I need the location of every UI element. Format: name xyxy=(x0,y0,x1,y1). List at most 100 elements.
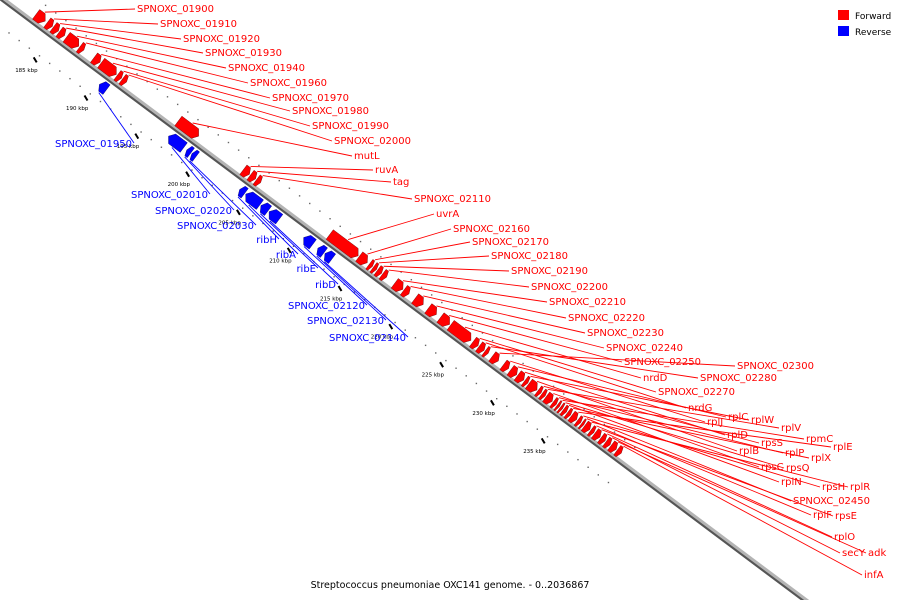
scale-label: 230 kbp xyxy=(472,411,495,417)
forward-gene-feature xyxy=(577,418,587,430)
minor-tick-dot xyxy=(298,195,301,197)
forward-gene-label: rplN xyxy=(781,477,802,488)
scale-tick xyxy=(388,323,394,330)
reverse-gene-label: ribE xyxy=(296,264,316,275)
forward-leader-line xyxy=(607,433,833,538)
minor-tick-dot xyxy=(349,233,352,235)
forward-leader-line xyxy=(60,23,182,40)
forward-gene-label: SPNOXC_01990 xyxy=(312,121,389,132)
forward-gene-feature xyxy=(590,428,602,441)
forward-gene-label: SPNOXC_02230 xyxy=(587,328,664,339)
reverse-gene-label: SPNOXC_02020 xyxy=(155,206,232,217)
minor-tick-dot xyxy=(99,100,102,103)
forward-gene-feature xyxy=(373,265,384,278)
minor-tick-dot xyxy=(455,367,457,369)
forward-leader-line xyxy=(257,170,392,183)
reverse-gene-feature xyxy=(303,235,317,250)
minor-tick-dot xyxy=(567,451,569,453)
minor-tick-dot xyxy=(435,352,437,354)
forward-gene-label: rplR xyxy=(850,482,870,493)
minor-tick-dot xyxy=(156,88,159,90)
forward-gene-label: SPNOXC_02270 xyxy=(658,387,735,398)
minor-tick-dot xyxy=(404,329,406,331)
minor-tick-dot xyxy=(48,62,51,65)
forward-gene-label: SPNOXC_02450 xyxy=(793,496,870,507)
minor-tick-dot xyxy=(170,154,173,156)
reverse-leader-line xyxy=(98,92,135,144)
forward-gene-label: rplJ xyxy=(707,417,723,428)
forward-gene-feature xyxy=(573,415,584,427)
forward-gene-feature xyxy=(567,410,579,424)
forward-leader-line xyxy=(85,42,249,84)
forward-gene-label: rplD xyxy=(727,430,748,441)
minor-tick-dot xyxy=(187,111,189,113)
minor-tick-dot xyxy=(197,118,199,121)
forward-gene-label: SPNOXC_01940 xyxy=(228,63,305,74)
minor-tick-dot xyxy=(95,42,98,45)
forward-gene-label: SPNOXC_01960 xyxy=(250,78,327,89)
scale-label: 210 kbp xyxy=(269,258,292,264)
scale-label: 235 kbp xyxy=(523,449,546,455)
forward-gene-feature xyxy=(542,391,554,405)
forward-gene-label: SPNOXC_01930 xyxy=(205,48,282,59)
forward-gene-label: rpsQ xyxy=(786,463,810,474)
forward-gene-label: adk xyxy=(868,548,886,559)
forward-leader-line xyxy=(479,337,657,393)
forward-leader-line xyxy=(367,228,452,255)
forward-gene-feature xyxy=(32,9,46,24)
forward-leader-line xyxy=(128,74,333,142)
forward-gene-label: secY xyxy=(842,548,866,559)
forward-leader-line xyxy=(383,265,510,272)
forward-gene-feature xyxy=(580,420,592,434)
forward-gene-label: nrdD xyxy=(643,373,668,384)
forward-gene-feature xyxy=(43,17,55,31)
scale-label: 225 kbp xyxy=(422,373,445,379)
legend-reverse-label: Reverse xyxy=(855,28,892,38)
forward-leader-line xyxy=(262,175,413,200)
minor-tick-dot xyxy=(150,138,152,141)
gene-labels: SPNOXC_01900 SPNOXC_01910 SPNOXC_01920 SPNO… xyxy=(55,4,886,581)
forward-gene-feature xyxy=(424,303,437,318)
minor-tick-dot xyxy=(420,286,423,288)
minor-tick-dot xyxy=(242,207,244,209)
minor-tick-dot xyxy=(471,324,473,327)
forward-gene-feature xyxy=(586,425,597,437)
minor-tick-dot xyxy=(28,47,31,49)
forward-gene-feature xyxy=(174,115,199,139)
forward-leader-line xyxy=(591,421,849,488)
forward-gene-label: SPNOXC_02210 xyxy=(549,297,626,308)
minor-tick-dot xyxy=(146,80,148,83)
scale-tick xyxy=(32,56,38,63)
minor-tick-dot xyxy=(191,169,193,171)
reverse-gene-feature xyxy=(260,202,272,216)
scale-label: 195 kbp xyxy=(117,144,140,150)
forward-gene-feature xyxy=(113,70,124,83)
reverse-gene-label: SPNOXC_02030 xyxy=(177,221,254,232)
minor-tick-dot xyxy=(211,184,213,187)
minor-tick-dot xyxy=(400,271,402,273)
minor-tick-dot xyxy=(231,199,234,202)
forward-leader-line xyxy=(347,213,435,241)
minor-tick-dot xyxy=(181,161,183,164)
forward-gene-label: rplF xyxy=(813,510,832,521)
minor-tick-dot xyxy=(485,390,488,392)
forward-gene-feature xyxy=(49,22,61,35)
minor-tick-dot xyxy=(634,446,636,449)
minor-tick-dot xyxy=(262,222,264,225)
minor-tick-dot xyxy=(130,123,132,126)
forward-leader-line xyxy=(423,295,586,334)
forward-leader-line xyxy=(464,326,642,379)
minor-tick-dot xyxy=(491,339,494,342)
scale-label: 200 kbp xyxy=(168,182,191,188)
forward-gene-label: rplP xyxy=(785,448,804,459)
forward-gene-feature xyxy=(481,346,491,358)
forward-gene-feature xyxy=(553,400,563,412)
minor-tick-dot xyxy=(140,131,142,133)
forward-gene-label: SPNOXC_02280 xyxy=(700,373,777,384)
forward-leader-line xyxy=(123,70,311,127)
minor-tick-dot xyxy=(475,382,478,385)
forward-gene-label: SPNOXC_01900 xyxy=(137,4,214,15)
forward-gene-feature xyxy=(597,432,608,445)
forward-leader-line xyxy=(565,402,785,469)
